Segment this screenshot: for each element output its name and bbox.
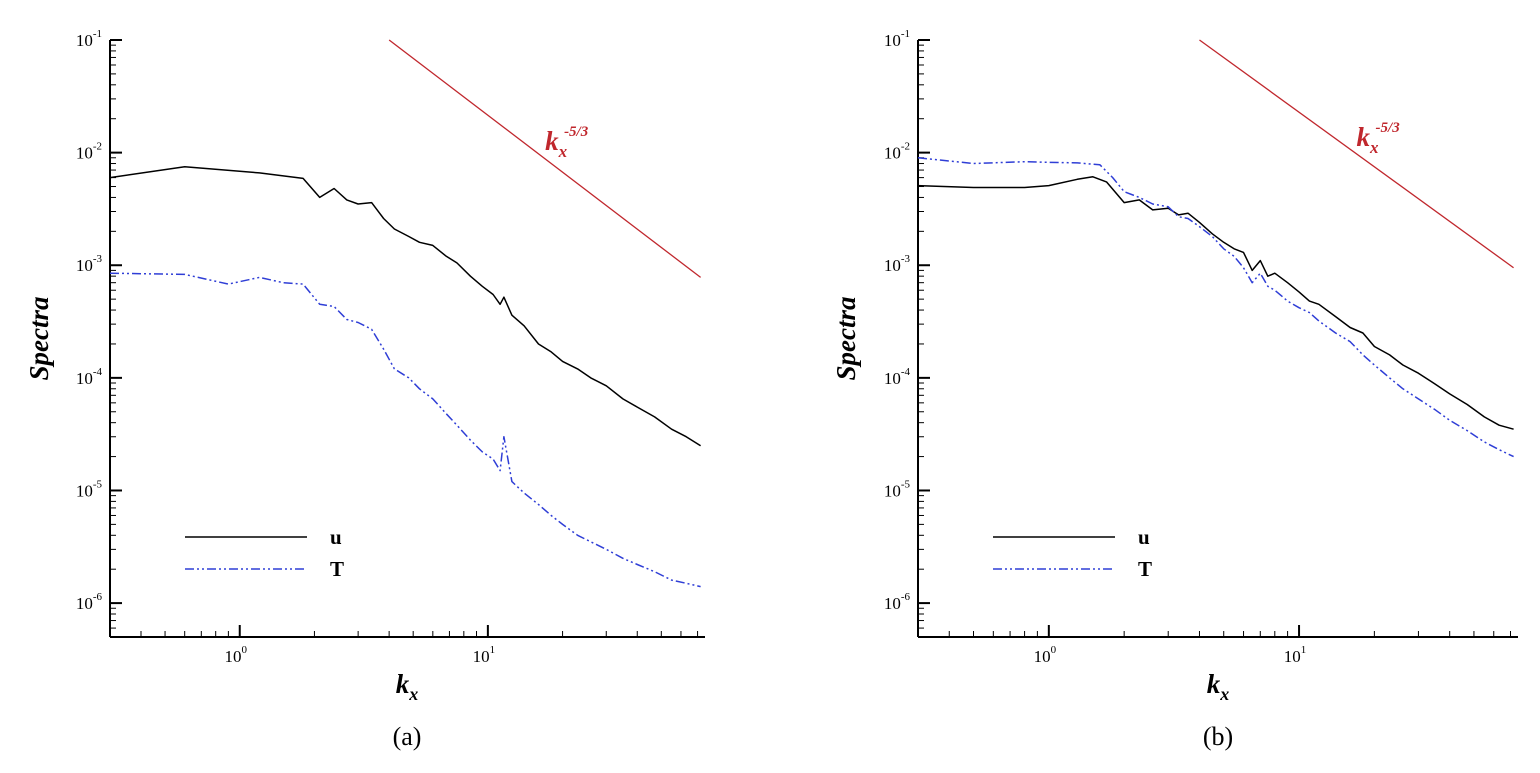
reference-slope-line bbox=[1199, 39, 1514, 269]
y-tick-label: 10-6 bbox=[76, 591, 103, 613]
panel-caption: (a) bbox=[393, 722, 422, 751]
x-tick-label: 100 bbox=[1034, 644, 1057, 666]
series-line-T bbox=[917, 157, 1514, 458]
y-tick-label: 10-1 bbox=[76, 28, 102, 50]
y-axis-title: Spectra bbox=[831, 297, 861, 381]
x-tick-label: 101 bbox=[473, 644, 496, 666]
y-tick-label: 10-3 bbox=[884, 253, 911, 275]
y-tick-label: 10-5 bbox=[884, 478, 911, 500]
x-tick-label: 101 bbox=[1284, 644, 1307, 666]
legend-label-u: u bbox=[330, 525, 342, 549]
reference-slope-label: kx-5/3 bbox=[1357, 120, 1401, 157]
y-tick-label: 10-2 bbox=[884, 141, 910, 163]
legend-label-T: T bbox=[1138, 557, 1152, 581]
legend-label-u: u bbox=[1138, 525, 1150, 549]
y-tick-label: 10-3 bbox=[76, 253, 103, 275]
y-axis-title: Spectra bbox=[24, 297, 54, 381]
y-tick-label: 10-4 bbox=[884, 366, 911, 388]
panel-caption: (b) bbox=[1203, 722, 1233, 751]
series-line-u bbox=[109, 165, 701, 447]
x-axis-title: kx bbox=[1207, 669, 1230, 704]
series-line-T bbox=[109, 272, 701, 588]
series-line-u bbox=[917, 176, 1514, 430]
chart-panel-a: 10-6 10-5 10-4 10-3 10-2 10-1 100 101 Spectra kx k… bbox=[24, 28, 705, 751]
reference-slope-label: kx-5/3 bbox=[545, 124, 589, 161]
legend-label-T: T bbox=[330, 557, 344, 581]
y-tick-label: 10-5 bbox=[76, 478, 103, 500]
chart-panel-b: 10-6 10-5 10-4 10-3 10-2 10-1 100 101 Spectra kx k… bbox=[831, 28, 1518, 751]
reference-slope-line bbox=[388, 39, 701, 278]
x-axis-title: kx bbox=[396, 669, 419, 704]
y-tick-label: 10-6 bbox=[884, 591, 911, 613]
y-tick-label: 10-2 bbox=[76, 141, 102, 163]
y-tick-label: 10-1 bbox=[884, 28, 910, 50]
y-tick-label: 10-4 bbox=[76, 366, 103, 388]
x-tick-label: 100 bbox=[224, 644, 247, 666]
